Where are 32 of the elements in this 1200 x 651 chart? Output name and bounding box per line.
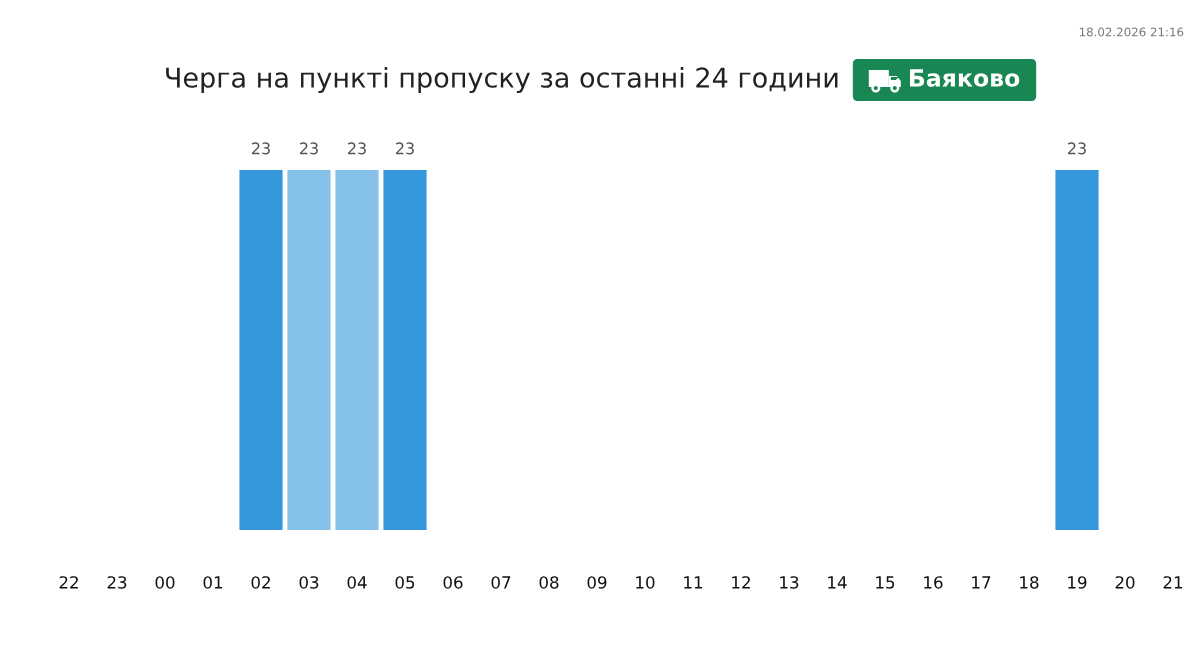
text: 18.02.2026 21:16 bbox=[1079, 27, 1184, 37]
x-tick-label: 20 bbox=[1115, 576, 1135, 589]
data-label: 23 bbox=[300, 142, 318, 155]
x-tick-label: 03 bbox=[299, 576, 319, 589]
x-tick-label: 22 bbox=[59, 576, 78, 589]
x-tick-label: 13 bbox=[780, 576, 799, 589]
x-tick-label: 21 bbox=[1163, 576, 1183, 589]
data-label: 23 bbox=[1068, 142, 1086, 155]
x-tick-label: 14 bbox=[828, 576, 847, 589]
x-tick-label: 00 bbox=[155, 576, 175, 589]
x-tick-label: 23 bbox=[107, 576, 127, 589]
x-tick-label: 18 bbox=[1020, 576, 1039, 589]
x-tick-label: 11 bbox=[684, 576, 703, 589]
x-tick-label: 04 bbox=[347, 576, 367, 589]
x-tick-label: 07 bbox=[491, 576, 511, 589]
x-tick-label: 12 bbox=[732, 576, 750, 589]
x-tick-label: 08 bbox=[539, 576, 559, 589]
x-tick-label: 01 bbox=[203, 576, 223, 589]
chart-title: Черга на пункті пропуску за останні 24 години bbox=[166, 66, 838, 94]
data-label: 23 bbox=[396, 142, 414, 155]
data-label: 23 bbox=[348, 142, 366, 155]
x-tick-label: 16 bbox=[924, 576, 943, 589]
data-label: 23 bbox=[252, 142, 270, 155]
x-tick-label: 10 bbox=[636, 576, 655, 589]
x-tick-label: 02 bbox=[251, 576, 270, 589]
chart-subtitle: Баяково bbox=[909, 69, 1020, 87]
x-tick-label: 15 bbox=[876, 576, 895, 589]
x-tick-label: 05 bbox=[395, 576, 415, 589]
x-tick-label: 17 bbox=[972, 576, 991, 589]
x-tick-label: 09 bbox=[587, 576, 607, 589]
x-tick-label: 06 bbox=[443, 576, 463, 589]
x-tick-label: 19 bbox=[1068, 576, 1087, 589]
